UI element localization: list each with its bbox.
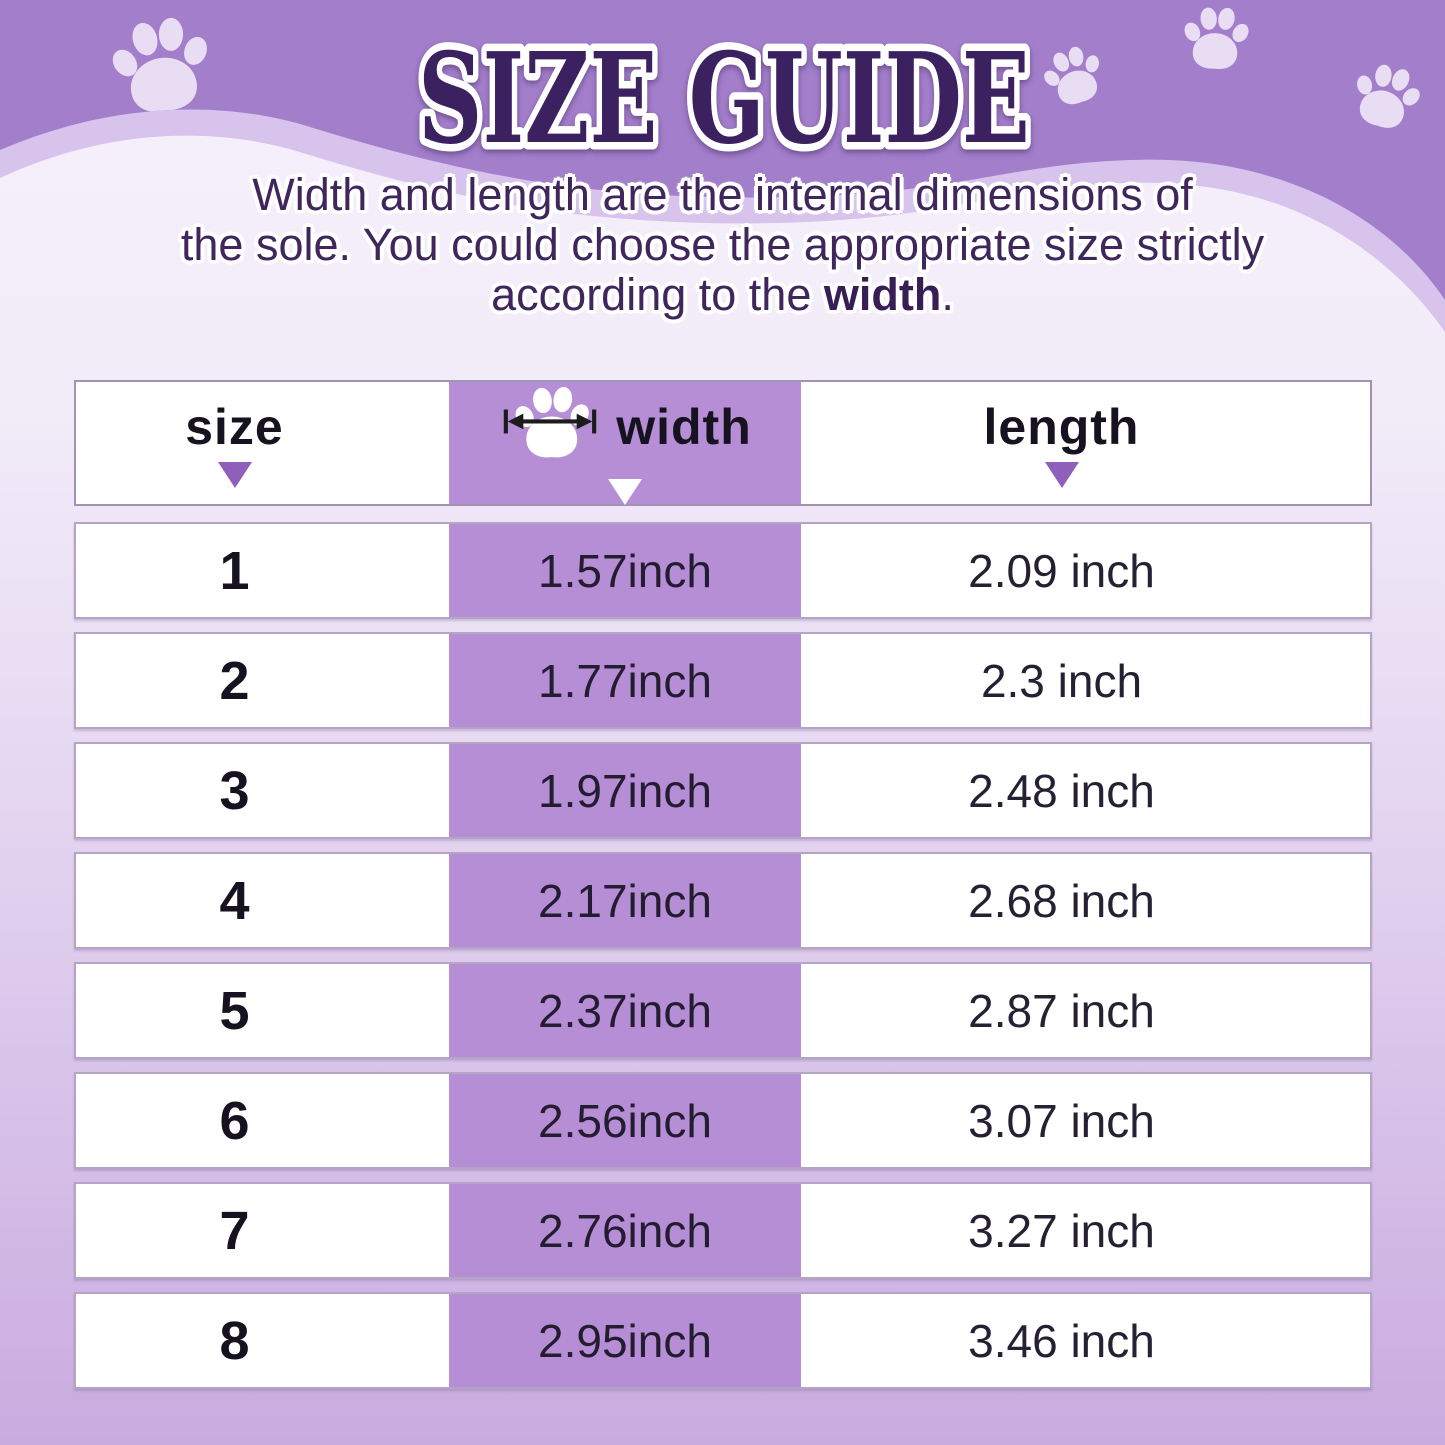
- width-value: 2.76inch: [449, 1184, 801, 1277]
- width-value: 2.95inch: [449, 1294, 801, 1387]
- header-wave-banner: SIZE GUIDE: [0, 0, 1445, 332]
- table-row: 4 2.17inch 2.68 inch: [74, 852, 1372, 949]
- size-value: 4: [219, 870, 250, 931]
- length-value: 2.87 inch: [968, 984, 1155, 1037]
- size-value: 2: [219, 650, 250, 711]
- page-title: SIZE GUIDE: [418, 26, 1030, 172]
- size-table: size width length: [74, 380, 1372, 1389]
- length-value: 3.27 inch: [968, 1204, 1155, 1257]
- subtitle: Width and length are the internal dimens…: [0, 170, 1445, 320]
- table-row: 3 1.97inch 2.48 inch: [74, 742, 1372, 839]
- table-row: 7 2.76inch 3.27 inch: [74, 1182, 1372, 1279]
- header-label-width: width: [616, 399, 752, 455]
- size-value: 7: [219, 1200, 250, 1261]
- table-row: 1 1.57inch 2.09 inch: [74, 522, 1372, 619]
- table-row: 6 2.56inch 3.07 inch: [74, 1072, 1372, 1169]
- length-value: 2.09 inch: [968, 544, 1155, 597]
- subtitle-line-2: the sole. You could choose the appropria…: [180, 219, 1265, 270]
- table-row: 8 2.95inch 3.46 inch: [74, 1292, 1372, 1389]
- subtitle-width-emphasis: width: [823, 269, 942, 320]
- header-cell-length: length: [801, 382, 1370, 504]
- width-value: 2.37inch: [449, 964, 801, 1057]
- width-value: 2.56inch: [449, 1074, 801, 1167]
- width-value: 1.97inch: [449, 744, 801, 837]
- subtitle-line-1: Width and length are the internal dimens…: [252, 169, 1193, 220]
- header-label-length: length: [983, 399, 1140, 455]
- size-value: 6: [219, 1090, 250, 1151]
- size-value: 5: [219, 980, 250, 1041]
- size-value: 1: [219, 540, 250, 601]
- width-value: 2.17inch: [449, 854, 801, 947]
- triangle-down-icon: [608, 479, 642, 505]
- table-row: 5 2.37inch 2.87 inch: [74, 962, 1372, 1059]
- header-label-size: size: [185, 399, 284, 455]
- length-value: 3.07 inch: [968, 1094, 1155, 1147]
- width-value: 1.57inch: [449, 524, 801, 617]
- subtitle-line-3: according to the width.: [491, 269, 954, 320]
- size-value: 8: [219, 1310, 250, 1371]
- width-value: 1.77inch: [449, 634, 801, 727]
- size-table-header-row: size width length: [74, 380, 1372, 506]
- triangle-down-icon: [217, 462, 252, 488]
- length-value: 2.3 inch: [980, 654, 1143, 707]
- paw-width-measure-arrow-icon: [504, 385, 597, 458]
- length-value: 3.46 inch: [968, 1314, 1155, 1367]
- length-value: 2.68 inch: [968, 874, 1155, 927]
- length-value: 2.48 inch: [968, 764, 1155, 817]
- triangle-down-icon: [1044, 462, 1079, 488]
- header-cell-width: width: [449, 382, 801, 505]
- table-row: 2 1.77inch 2.3 inch: [74, 632, 1372, 729]
- header-cell-size: size: [76, 382, 449, 504]
- size-value: 3: [219, 760, 250, 821]
